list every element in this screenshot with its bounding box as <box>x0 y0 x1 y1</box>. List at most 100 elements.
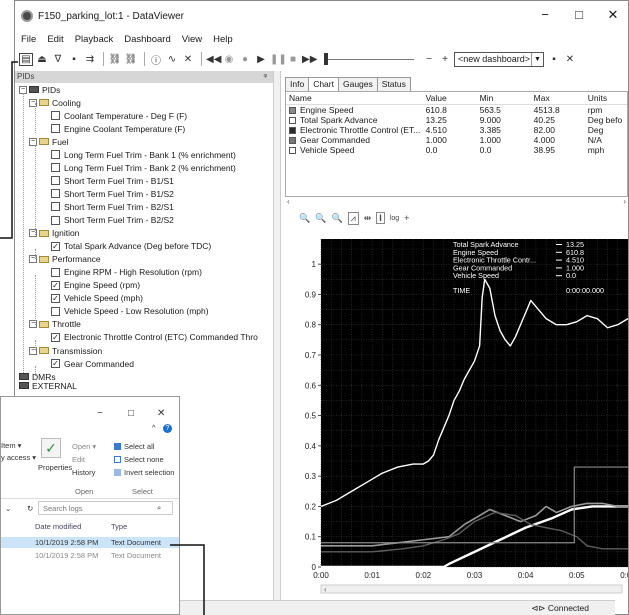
pid-group[interactable]: DMRs <box>19 370 56 383</box>
pane-splitter[interactable] <box>273 71 281 601</box>
menu-edit[interactable]: Edit <box>47 33 64 45</box>
dashboard-select[interactable]: <new dashboard> ▼ <box>454 51 544 67</box>
pid-checkbox[interactable] <box>51 306 60 316</box>
zoom-in-button[interactable]: + <box>442 53 448 65</box>
table-row[interactable]: Electronic Throttle Control (ET... 4.510 3… <box>286 125 627 135</box>
pid-checkbox[interactable] <box>51 150 60 160</box>
pid-item[interactable]: Engine RPM - High Resolution (rpm) <box>51 266 202 279</box>
autoscale-icon[interactable]: ⩘ <box>347 211 359 225</box>
column-header-min[interactable]: Min <box>479 93 494 103</box>
pid-item[interactable]: Short Term Fuel Trim - B2/S1 <box>51 200 174 213</box>
search-input[interactable]: Search logs <box>43 504 83 513</box>
tab-gauges[interactable]: Gauges <box>337 77 378 91</box>
series-line-4[interactable] <box>321 466 628 544</box>
series-line-1[interactable] <box>321 505 628 569</box>
play-icon[interactable]: ▶ <box>257 53 265 65</box>
pid-group[interactable]: − Cooling <box>29 96 81 109</box>
column-date-modified[interactable]: Date modified <box>35 522 82 531</box>
open-icon[interactable]: ▤ <box>19 52 33 66</box>
zoom-out-icon[interactable]: 🔍 <box>315 212 327 223</box>
table-horizontal-scrollbar[interactable]: ‹ › <box>285 197 628 207</box>
expand-icon[interactable]: − <box>29 255 37 264</box>
pid-item[interactable]: Engine Coolant Temperature (F) <box>51 122 185 135</box>
chart-horizontal-scrollbar[interactable] <box>320 584 623 594</box>
pid-checkbox[interactable]: ✓ <box>51 332 60 342</box>
slider-thumb[interactable] <box>324 53 328 65</box>
zoom-out-button[interactable]: − <box>426 53 432 65</box>
tab-chart[interactable]: Chart <box>308 77 339 91</box>
properties-icon[interactable]: ✓ <box>41 438 61 458</box>
crosshair-icon[interactable]: + <box>404 213 410 223</box>
pid-checkbox[interactable] <box>51 111 60 121</box>
pid-item[interactable]: Coolant Temperature - Deg F (F) <box>51 109 187 122</box>
log-scale-icon[interactable]: log <box>389 214 400 222</box>
series-line-0[interactable] <box>320 278 628 508</box>
pid-item[interactable]: ✓ Total Spark Advance (Deg before TDC) <box>51 240 211 253</box>
column-header-name[interactable]: Name <box>289 93 312 103</box>
search-icon[interactable]: ⌕ <box>157 503 162 512</box>
record-icon[interactable]: ◉ <box>224 53 234 65</box>
pid-checkbox[interactable] <box>51 189 60 199</box>
halt-icon[interactable]: ■ <box>289 53 297 65</box>
pid-group[interactable]: − Fuel <box>29 135 69 148</box>
new-item-button[interactable]: Item ▾ <box>1 441 22 450</box>
pid-group[interactable]: − Throttle <box>29 318 81 331</box>
chevron-down-icon[interactable]: ▼ <box>531 52 543 66</box>
scroll-left-icon[interactable]: ‹ <box>287 197 290 206</box>
pid-item[interactable]: Short Term Fuel Trim - B1/S2 <box>51 187 174 200</box>
select-none-button[interactable]: Select none <box>124 455 164 464</box>
search-box[interactable]: Search logs ⌕ <box>38 501 173 515</box>
pid-group[interactable]: − PIDs <box>19 83 60 96</box>
pid-checkbox[interactable] <box>51 176 60 186</box>
refresh-icon[interactable]: ↻ <box>27 504 34 513</box>
menu-view[interactable]: View <box>181 33 203 45</box>
pid-group[interactable]: EXTERNAL <box>19 379 77 392</box>
disconnect-icon[interactable]: ⛓ <box>124 53 138 65</box>
split-axes-icon[interactable]: ⇹ <box>363 212 372 223</box>
expand-icon[interactable]: − <box>29 346 37 355</box>
pid-item[interactable]: Short Term Fuel Trim - B2/S2 <box>51 214 174 227</box>
filter-icon[interactable]: ∇ <box>54 53 62 65</box>
close-button[interactable]: ✕ <box>607 7 619 22</box>
pid-group[interactable]: − Ignition <box>29 227 79 240</box>
expand-icon[interactable]: − <box>29 320 37 329</box>
zoom-in-icon[interactable]: 🔍 <box>299 212 311 223</box>
file-row-selected[interactable]: 10/1/2019 2:58 PM Text Document <box>1 537 179 548</box>
export-icon[interactable]: ⇉ <box>85 53 95 65</box>
fast-forward-icon[interactable]: ▶▶ <box>302 53 318 65</box>
table-row[interactable]: Gear Commanded 1.000 1.000 4.000 N/A <box>286 135 627 145</box>
clear-icon[interactable]: ✕ <box>183 53 193 65</box>
pid-group[interactable]: − Performance <box>29 253 101 266</box>
info-icon[interactable]: ⓘ <box>151 55 161 67</box>
pin-icon[interactable]: ᵠ <box>263 72 267 81</box>
properties-button[interactable]: Properties <box>38 463 73 472</box>
explorer-close-button[interactable]: ✕ <box>157 408 166 419</box>
pid-item[interactable]: Long Term Fuel Trim - Bank 2 (% enrichme… <box>51 161 236 174</box>
rewind-icon[interactable]: ◀◀ <box>206 53 222 65</box>
pid-checkbox[interactable]: ✓ <box>51 293 60 303</box>
easy-access-button[interactable]: y access ▾ <box>1 453 37 462</box>
series-line-3[interactable] <box>321 511 628 553</box>
zoom-fit-icon[interactable]: 🔍 <box>331 212 343 223</box>
select-all-button[interactable]: Select all <box>124 442 155 451</box>
pid-checkbox[interactable] <box>51 163 60 173</box>
save-dashboard-icon[interactable]: ▪ <box>552 53 556 65</box>
menu-dashboard[interactable]: Dashboard <box>124 33 171 45</box>
table-row[interactable]: Total Spark Advance 13.25 9.000 40.25 Deg be… <box>286 115 627 125</box>
pid-item[interactable]: ✓ Gear Commanded <box>51 357 134 370</box>
help-icon[interactable]: ? <box>163 424 172 433</box>
collapse-ribbon-icon[interactable]: ^ <box>152 423 156 432</box>
pid-checkbox[interactable] <box>51 267 60 277</box>
connect-icon[interactable]: ⛓ <box>108 53 122 65</box>
table-row[interactable]: Vehicle Speed 0.0 0.0 38.95 mph <box>286 145 627 155</box>
pid-group[interactable]: − Transmission <box>29 344 102 357</box>
cursor-icon[interactable]: I <box>376 212 385 224</box>
pid-checkbox[interactable] <box>51 215 60 225</box>
column-header-value[interactable]: Value <box>425 93 447 103</box>
scroll-right-icon[interactable]: › <box>623 197 626 206</box>
expand-icon[interactable]: − <box>29 98 37 107</box>
explorer-maximize-button[interactable]: □ <box>128 408 135 419</box>
chevron-down-icon[interactable]: ⌄ <box>5 504 12 513</box>
column-header-max[interactable]: Max <box>533 93 550 103</box>
playback-slider[interactable] <box>324 53 414 65</box>
